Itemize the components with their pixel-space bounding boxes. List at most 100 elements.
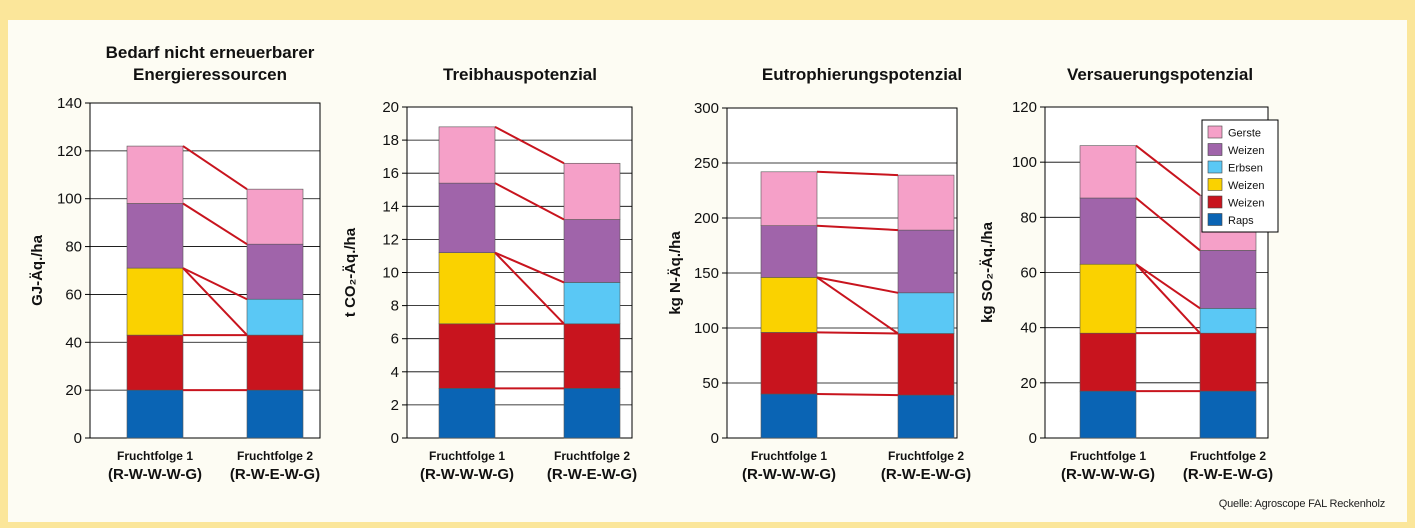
y-axis-label: kg SO₂-Äq./ha (979, 221, 996, 322)
right-band (1407, 20, 1415, 528)
connector-line (816, 276, 899, 294)
bar-segment-weizen_1 (126, 334, 184, 391)
bar-segment-erbsen (563, 282, 621, 325)
connector-line (182, 267, 248, 301)
bar-segment-weizen_3 (438, 182, 496, 253)
connector-line (494, 125, 565, 165)
bar-segment-raps (246, 389, 304, 439)
y-axis-label: kg N-Äq./ha (667, 231, 684, 315)
connector-line (494, 182, 565, 221)
chart-title: Eutrophierungspotenzial (762, 65, 962, 84)
connector-line (1135, 263, 1201, 334)
y-tick-label: 12 (382, 231, 399, 248)
y-tick-label: 150 (694, 265, 719, 282)
bar-segment-gerste (563, 162, 621, 220)
y-tick-label: 0 (391, 430, 399, 447)
bar-segment-weizen_3 (126, 203, 184, 269)
chart-title: Versauerungspotenzial (1067, 65, 1253, 84)
bar-segment-weizen_3 (760, 225, 818, 278)
bar-segment-gerste (246, 188, 304, 245)
left-band (0, 20, 8, 528)
chart-title: Bedarf nicht erneuerbarer (106, 43, 315, 62)
connector-line (816, 224, 899, 232)
legend-swatch-raps (1207, 213, 1223, 226)
category-label: Fruchtfolge 1 (117, 449, 193, 463)
legend-swatch-gerste (1207, 125, 1223, 139)
y-tick-label: 8 (391, 298, 399, 315)
bar-segment-weizen_2 (438, 252, 496, 325)
category-label: (R-W-W-W-G) (742, 466, 836, 483)
bar-segment-erbsen (897, 292, 955, 334)
bar-segment-weizen_3 (1079, 197, 1137, 265)
connector-line (182, 202, 248, 246)
category-label: Fruchtfolge 2 (1190, 449, 1266, 463)
bar-segment-gerste (897, 174, 955, 231)
chart-title: Treibhauspotenzial (443, 65, 597, 84)
bar-segment-weizen_2 (1079, 263, 1137, 334)
bar-segment-weizen_1 (760, 332, 818, 395)
legend-label: Erbsen (1228, 163, 1263, 175)
y-tick-label: 40 (1020, 320, 1037, 337)
category-label: (R-W-E-W-G) (547, 466, 637, 483)
connector-line (816, 331, 899, 335)
y-tick-label: 100 (57, 191, 82, 208)
category-label: (R-W-W-W-G) (420, 466, 514, 483)
connector-line (494, 251, 565, 284)
connector-line (1135, 144, 1201, 197)
connector-line (1135, 197, 1201, 252)
chart-title: Energieressourcen (133, 65, 287, 84)
y-tick-label: 80 (65, 239, 82, 256)
bar-segment-weizen_3 (897, 229, 955, 294)
bar-segment-weizen_3 (1199, 250, 1257, 309)
category-label: Fruchtfolge 2 (554, 449, 630, 463)
connector-line (494, 251, 565, 325)
bar-segment-raps (897, 394, 955, 439)
bar-segment-gerste (126, 145, 184, 204)
category-label: (R-W-W-W-G) (1061, 466, 1155, 483)
category-label: Fruchtfolge 2 (888, 449, 964, 463)
category-label: (R-W-W-W-G) (108, 466, 202, 483)
y-axis-label: GJ-Äq./ha (29, 234, 46, 305)
bottom-band (0, 522, 1415, 528)
legend-swatch-weizen_2 (1207, 178, 1223, 191)
y-tick-label: 0 (1029, 430, 1037, 447)
bar-segment-weizen_3 (563, 219, 621, 283)
legend-swatch-erbsen (1207, 160, 1223, 174)
bar-segment-raps (760, 393, 818, 439)
y-tick-label: 18 (382, 132, 399, 149)
bar-segment-erbsen (246, 298, 304, 336)
category-label: (R-W-E-W-G) (881, 466, 971, 483)
y-tick-label: 0 (711, 430, 719, 447)
y-tick-label: 300 (694, 100, 719, 117)
connector-line (182, 145, 248, 190)
connector-line (816, 393, 899, 397)
y-tick-label: 40 (65, 334, 82, 351)
y-tick-label: 140 (57, 95, 82, 112)
source-note: Quelle: Agroscope FAL Reckenholz (1218, 498, 1385, 510)
bar-segment-weizen_2 (760, 277, 818, 333)
y-tick-label: 4 (391, 364, 399, 381)
bar-segment-weizen_1 (1079, 332, 1137, 392)
connector-line (816, 170, 899, 177)
y-tick-label: 200 (694, 210, 719, 227)
y-tick-label: 60 (1020, 265, 1037, 282)
connector-line (182, 267, 248, 336)
bar-segment-weizen_1 (1199, 332, 1257, 392)
bar-segment-gerste (438, 126, 496, 184)
legend-label: Gerste (1228, 128, 1261, 140)
bar-segment-raps (438, 388, 496, 439)
legend-swatch-weizen_1 (1207, 195, 1223, 209)
category-label: Fruchtfolge 1 (429, 449, 505, 463)
y-tick-label: 6 (391, 331, 399, 348)
legend-swatch-weizen_3 (1207, 143, 1223, 156)
y-tick-label: 0 (74, 430, 82, 447)
y-tick-label: 100 (1012, 154, 1037, 171)
bar-segment-raps (1199, 390, 1257, 439)
bar-segment-raps (126, 389, 184, 439)
bar-segment-raps (1079, 390, 1137, 439)
y-tick-label: 2 (391, 397, 399, 414)
y-tick-label: 20 (65, 382, 82, 399)
bar-segment-erbsen (1199, 308, 1257, 334)
bar-segment-gerste (760, 171, 818, 227)
